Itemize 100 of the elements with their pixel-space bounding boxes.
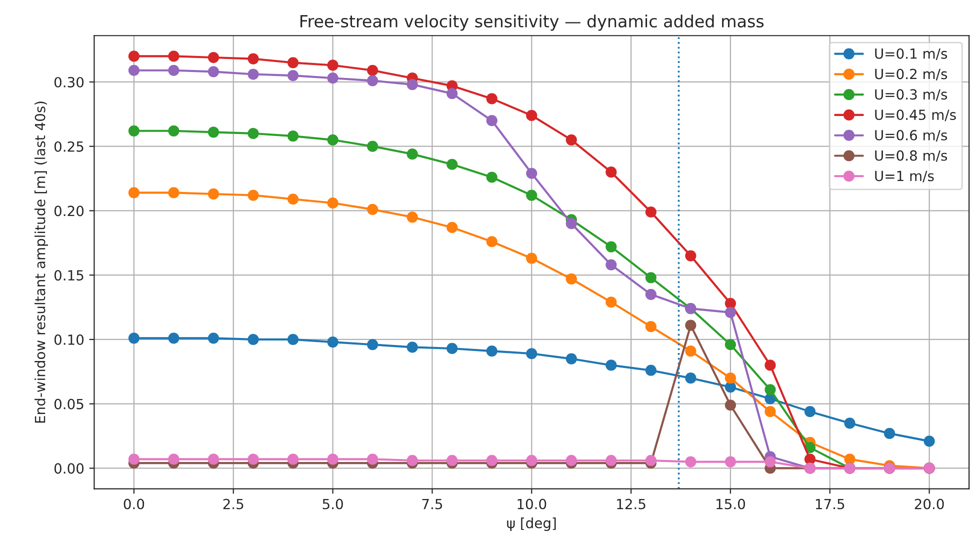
point bbox=[248, 334, 259, 346]
point bbox=[764, 456, 776, 468]
x-tick-label: 12.5 bbox=[617, 498, 646, 510]
y-axis-title: End-window resultant amplitude [m] (last 40s) bbox=[34, 102, 48, 423]
x-tick-label: 20.0 bbox=[914, 498, 944, 510]
point bbox=[566, 353, 577, 364]
y-tick-label: 0.10 bbox=[54, 334, 84, 345]
point bbox=[128, 64, 140, 76]
point bbox=[606, 241, 617, 252]
point bbox=[685, 346, 696, 357]
point bbox=[248, 68, 259, 80]
point bbox=[406, 148, 418, 160]
point bbox=[327, 197, 338, 209]
point bbox=[486, 172, 498, 183]
point bbox=[128, 125, 140, 136]
point bbox=[128, 50, 140, 62]
point bbox=[168, 50, 180, 62]
point bbox=[764, 406, 776, 418]
point bbox=[367, 204, 378, 215]
point bbox=[606, 454, 617, 466]
point bbox=[248, 190, 259, 201]
legend-label: U=0.6 m/s bbox=[875, 130, 948, 142]
point bbox=[446, 342, 458, 354]
y-tick-label: 0.15 bbox=[54, 270, 84, 281]
point bbox=[208, 332, 220, 344]
point bbox=[287, 70, 299, 82]
point bbox=[804, 406, 816, 418]
point bbox=[924, 436, 935, 447]
point bbox=[248, 128, 259, 140]
x-tick-label: 0.0 bbox=[124, 498, 144, 510]
x-tick-label: 5.0 bbox=[322, 498, 343, 510]
point bbox=[606, 296, 617, 308]
point bbox=[367, 454, 378, 465]
point bbox=[685, 456, 696, 468]
point bbox=[287, 334, 299, 346]
legend-label: U=0.3 m/s bbox=[875, 89, 948, 101]
point bbox=[446, 222, 458, 234]
point bbox=[327, 336, 338, 348]
point bbox=[327, 134, 338, 146]
point bbox=[128, 454, 140, 465]
point bbox=[168, 125, 180, 136]
point bbox=[606, 259, 617, 270]
point bbox=[526, 348, 538, 360]
x-tick-label: 15.0 bbox=[716, 498, 745, 510]
point bbox=[685, 320, 696, 331]
point bbox=[168, 454, 180, 465]
point bbox=[566, 454, 577, 466]
point bbox=[128, 332, 140, 344]
point bbox=[327, 60, 338, 71]
point bbox=[367, 75, 378, 86]
point bbox=[764, 360, 776, 371]
point bbox=[884, 428, 896, 440]
point bbox=[287, 454, 299, 465]
point bbox=[406, 454, 418, 466]
point bbox=[526, 190, 538, 201]
point bbox=[645, 364, 656, 376]
point bbox=[446, 88, 458, 100]
x-tick-label: 7.5 bbox=[422, 498, 442, 510]
point bbox=[685, 372, 696, 384]
point bbox=[367, 140, 378, 152]
point bbox=[645, 206, 656, 218]
point bbox=[645, 272, 656, 284]
point bbox=[367, 339, 378, 350]
point bbox=[724, 456, 736, 468]
point bbox=[446, 158, 458, 170]
point bbox=[287, 130, 299, 142]
point bbox=[208, 126, 220, 138]
point bbox=[327, 72, 338, 84]
point bbox=[208, 188, 220, 200]
point bbox=[128, 187, 140, 198]
point bbox=[287, 57, 299, 68]
y-tick-label: 0.00 bbox=[54, 463, 84, 474]
x-tick-label: 17.5 bbox=[816, 498, 844, 510]
legend-label: U=0.45 m/s bbox=[875, 110, 956, 122]
chart-title: Free-stream velocity sensitivity — dynamic added mass bbox=[300, 14, 764, 31]
point bbox=[248, 53, 259, 64]
point bbox=[208, 52, 220, 64]
point bbox=[486, 115, 498, 126]
point bbox=[685, 250, 696, 262]
point bbox=[406, 342, 418, 353]
point bbox=[526, 168, 538, 179]
point bbox=[526, 110, 538, 121]
legend-label: U=0.1 m/s bbox=[875, 48, 948, 60]
point bbox=[208, 454, 220, 465]
point bbox=[844, 418, 856, 429]
point bbox=[406, 78, 418, 90]
point bbox=[168, 332, 180, 344]
legend-label: U=0.8 m/s bbox=[875, 150, 948, 162]
point bbox=[168, 187, 180, 198]
point bbox=[327, 454, 338, 465]
point bbox=[566, 134, 577, 146]
x-axis-title: ψ [deg] bbox=[507, 518, 556, 531]
point bbox=[724, 372, 736, 384]
point bbox=[486, 236, 498, 248]
point bbox=[486, 454, 498, 466]
point bbox=[208, 66, 220, 78]
point bbox=[566, 273, 577, 285]
point bbox=[645, 454, 656, 466]
point bbox=[446, 454, 458, 466]
point bbox=[367, 64, 378, 76]
